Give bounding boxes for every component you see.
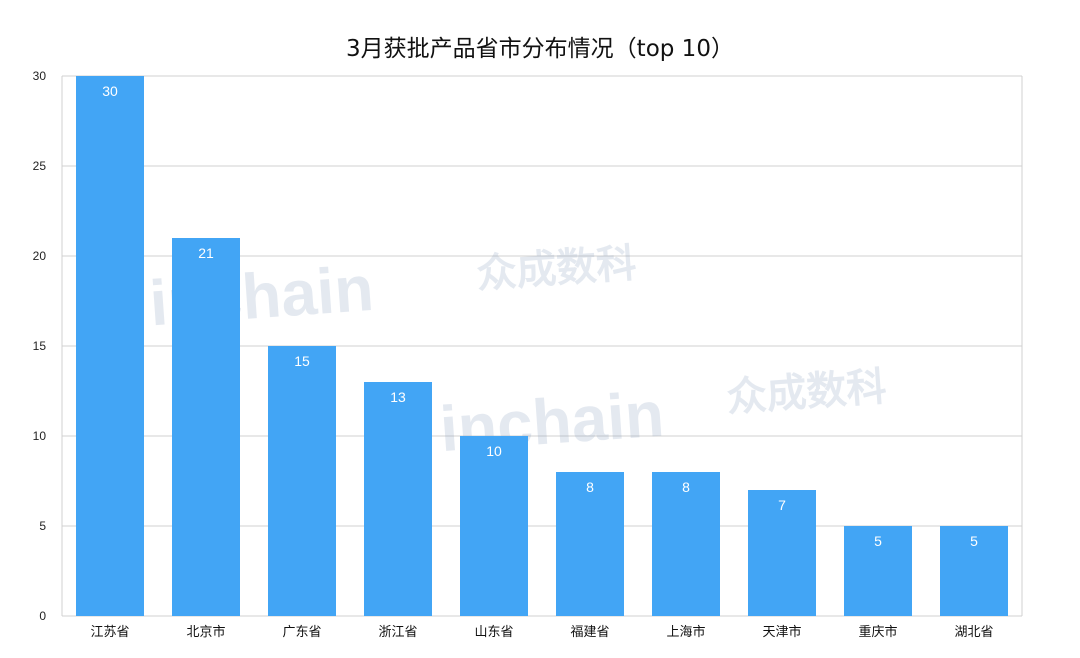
chart-title: 3月获批产品省市分布情况（top 10）	[346, 36, 734, 62]
x-axis-categories: 江苏省 北京市 广东省 浙江省 山东省 福建省 上海市 天津市 重庆市 湖北省	[90, 624, 993, 640]
x-tick-label-3: 浙江省	[378, 625, 417, 640]
data-label-7: 7	[778, 497, 786, 513]
data-label-8: 5	[874, 533, 882, 549]
data-label-4: 10	[486, 443, 502, 459]
x-tick-label-5: 福建省	[570, 625, 609, 640]
data-label-6: 8	[682, 479, 690, 495]
bar-2	[268, 346, 336, 616]
data-label-1: 21	[198, 245, 214, 261]
watermark-chinese-1: 众成数科	[475, 241, 638, 298]
x-tick-label-1: 北京市	[186, 624, 225, 640]
bars: 30 21 15 13 10 8 8 7 5 5	[76, 76, 1008, 616]
y-tick-label: 5	[39, 519, 46, 533]
x-tick-label-8: 重庆市	[858, 624, 897, 640]
y-tick-label: 15	[33, 339, 47, 353]
bar-3	[364, 382, 432, 616]
y-tick-label: 10	[33, 429, 47, 443]
bar-0	[76, 76, 144, 616]
y-tick-label: 25	[33, 159, 47, 173]
y-tick-label: 0	[39, 609, 46, 623]
data-label-5: 8	[586, 479, 594, 495]
x-tick-label-2: 广东省	[282, 625, 321, 640]
watermark: inchain 众成数科 inchain 众成数科	[147, 241, 888, 466]
watermark-chinese-2: 众成数科	[725, 364, 888, 421]
x-tick-label-7: 天津市	[762, 624, 801, 640]
y-axis-ticks: 0 5 10 15 20 25 30	[33, 69, 47, 623]
data-label-2: 15	[294, 353, 310, 369]
x-tick-label-0: 江苏省	[90, 624, 129, 640]
x-tick-label-9: 湖北省	[954, 625, 993, 640]
bar-5	[556, 472, 624, 616]
bar-7	[748, 490, 816, 616]
bar-9	[940, 526, 1008, 616]
data-label-9: 5	[970, 533, 978, 549]
x-tick-label-4: 山东省	[474, 625, 513, 640]
bar-4	[460, 436, 528, 616]
data-label-0: 30	[102, 83, 118, 99]
data-label-3: 13	[390, 389, 406, 405]
bar-8	[844, 526, 912, 616]
y-tick-label: 20	[33, 249, 47, 263]
bar-1	[172, 238, 240, 616]
y-tick-label: 30	[33, 69, 47, 83]
x-tick-label-6: 上海市	[666, 624, 705, 640]
bar-6	[652, 472, 720, 616]
